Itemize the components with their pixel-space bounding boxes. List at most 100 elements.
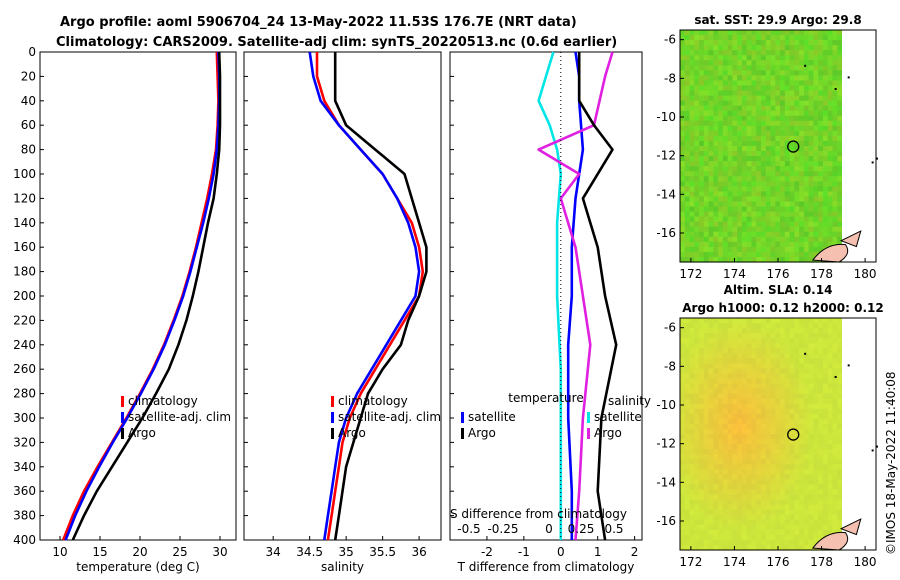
map-cell (737, 110, 743, 117)
map-cell (813, 539, 819, 546)
map-cell (765, 30, 772, 36)
map-cell (718, 140, 724, 147)
map-cell (737, 251, 743, 258)
map-cell (741, 221, 748, 228)
map-cell (737, 464, 743, 470)
map-cell (770, 358, 776, 364)
map-cell (746, 434, 753, 440)
map-cell (756, 489, 762, 496)
map-cell (713, 130, 719, 137)
map-cell (718, 186, 724, 192)
map-cell (832, 358, 838, 364)
map-cell (818, 201, 824, 208)
map-cell (765, 474, 772, 480)
map-cell (708, 135, 714, 142)
map-cell (718, 358, 724, 364)
map-cell (780, 348, 786, 354)
island-shape (839, 518, 862, 536)
map-cell (699, 35, 705, 41)
map-cell (713, 363, 719, 370)
map-cell (684, 348, 691, 354)
map-cell (784, 474, 791, 480)
map-cell (727, 434, 734, 440)
map-cell (737, 529, 743, 536)
map-cell (737, 494, 743, 501)
map-cell (718, 120, 724, 127)
map-cell (784, 464, 791, 470)
map-cell (780, 246, 786, 253)
map-cell (789, 328, 795, 334)
map-cell (818, 418, 824, 425)
map-cell (713, 469, 719, 475)
map-cell (718, 110, 724, 117)
map-cell (741, 504, 748, 511)
map-cell (780, 226, 786, 233)
map-cell (837, 353, 843, 359)
map-cell (770, 115, 776, 122)
map-cell (799, 85, 805, 92)
map-cell (746, 378, 753, 385)
map-cell (822, 398, 829, 405)
map-cell (694, 489, 700, 496)
map-cell (827, 348, 834, 354)
map-cell (761, 323, 767, 329)
map-cell (680, 125, 686, 132)
map-cell (827, 75, 834, 82)
map-cell (727, 135, 734, 142)
map-cell (756, 251, 762, 258)
map-cell (722, 140, 729, 147)
map-cell (746, 70, 753, 76)
map-cell (765, 196, 772, 203)
map-cell (784, 146, 791, 152)
legend-label: satellite (468, 410, 516, 424)
map-cell (689, 90, 695, 97)
map-cell (827, 241, 834, 248)
map-cell (827, 484, 834, 491)
map-cell (794, 156, 800, 162)
map-cell (799, 509, 805, 516)
map-cell (689, 499, 695, 506)
map-cell (751, 423, 757, 430)
map-cell (741, 333, 748, 339)
map-cell (746, 251, 753, 258)
map-cell (837, 524, 843, 531)
map-cell (718, 231, 724, 238)
map-cell (770, 509, 776, 516)
map-cell (837, 343, 843, 349)
map-cell (722, 251, 729, 258)
map-cell (827, 454, 834, 460)
map-cell (699, 130, 705, 137)
map-cell (789, 514, 795, 521)
map-cell (741, 30, 748, 36)
map-cell (713, 484, 719, 491)
map-cell (765, 353, 772, 359)
map-cell (689, 80, 695, 87)
map-cell (794, 125, 800, 132)
map-cell (746, 373, 753, 380)
map-cell (775, 206, 781, 213)
map-cell (751, 544, 757, 551)
map-cell (689, 140, 695, 147)
map-cell (694, 504, 700, 511)
map-cell (746, 246, 753, 253)
map-cell (837, 216, 843, 223)
map-cell (822, 383, 829, 390)
map-cell (827, 181, 834, 187)
map-cell (789, 246, 795, 253)
island-dot (804, 64, 807, 67)
map-cell (741, 120, 748, 127)
map-cell (694, 90, 700, 97)
map-cell (822, 323, 829, 329)
map-cell (765, 65, 772, 71)
map-cell (732, 60, 738, 66)
map-cell (818, 211, 824, 218)
map-cell (732, 140, 738, 147)
map-cell (703, 55, 710, 61)
map-cell (765, 504, 772, 511)
map-cell (703, 90, 710, 97)
map-cell (737, 206, 743, 213)
map-cell (732, 464, 738, 470)
map-cell (703, 398, 710, 405)
map-cell (699, 226, 705, 233)
map-cell (780, 70, 786, 76)
